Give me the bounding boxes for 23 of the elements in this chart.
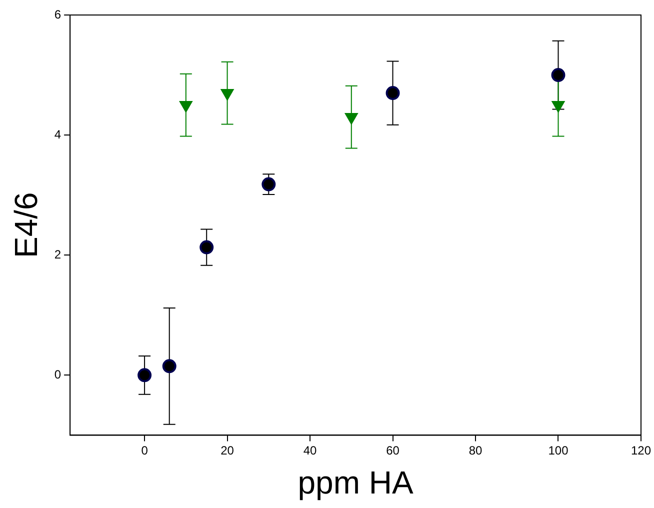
y-tick-label: 4 <box>54 127 62 142</box>
y-axis-title: E4/6 <box>8 192 44 258</box>
x-tick-label: 20 <box>220 444 234 458</box>
x-tick-label: 60 <box>386 444 400 458</box>
x-tick-label: 0 <box>141 444 148 458</box>
point <box>386 86 400 100</box>
point <box>221 89 234 100</box>
point <box>262 177 276 192</box>
y-tick-label: 0 <box>54 367 62 382</box>
point <box>138 368 152 382</box>
x-tick-label: 40 <box>303 444 318 458</box>
x-tick-label: 120 <box>630 444 652 458</box>
point <box>200 240 214 254</box>
y-tick-label: 2 <box>54 247 62 262</box>
x-tick-label: 80 <box>468 444 482 458</box>
point <box>162 359 176 374</box>
point <box>345 113 358 124</box>
x-tick-label: 100 <box>548 444 569 458</box>
x-axis-title: ppm HA <box>298 464 414 501</box>
point <box>552 101 564 112</box>
y-tick-label: 6 <box>54 7 62 22</box>
point <box>551 68 566 82</box>
point <box>180 101 192 112</box>
